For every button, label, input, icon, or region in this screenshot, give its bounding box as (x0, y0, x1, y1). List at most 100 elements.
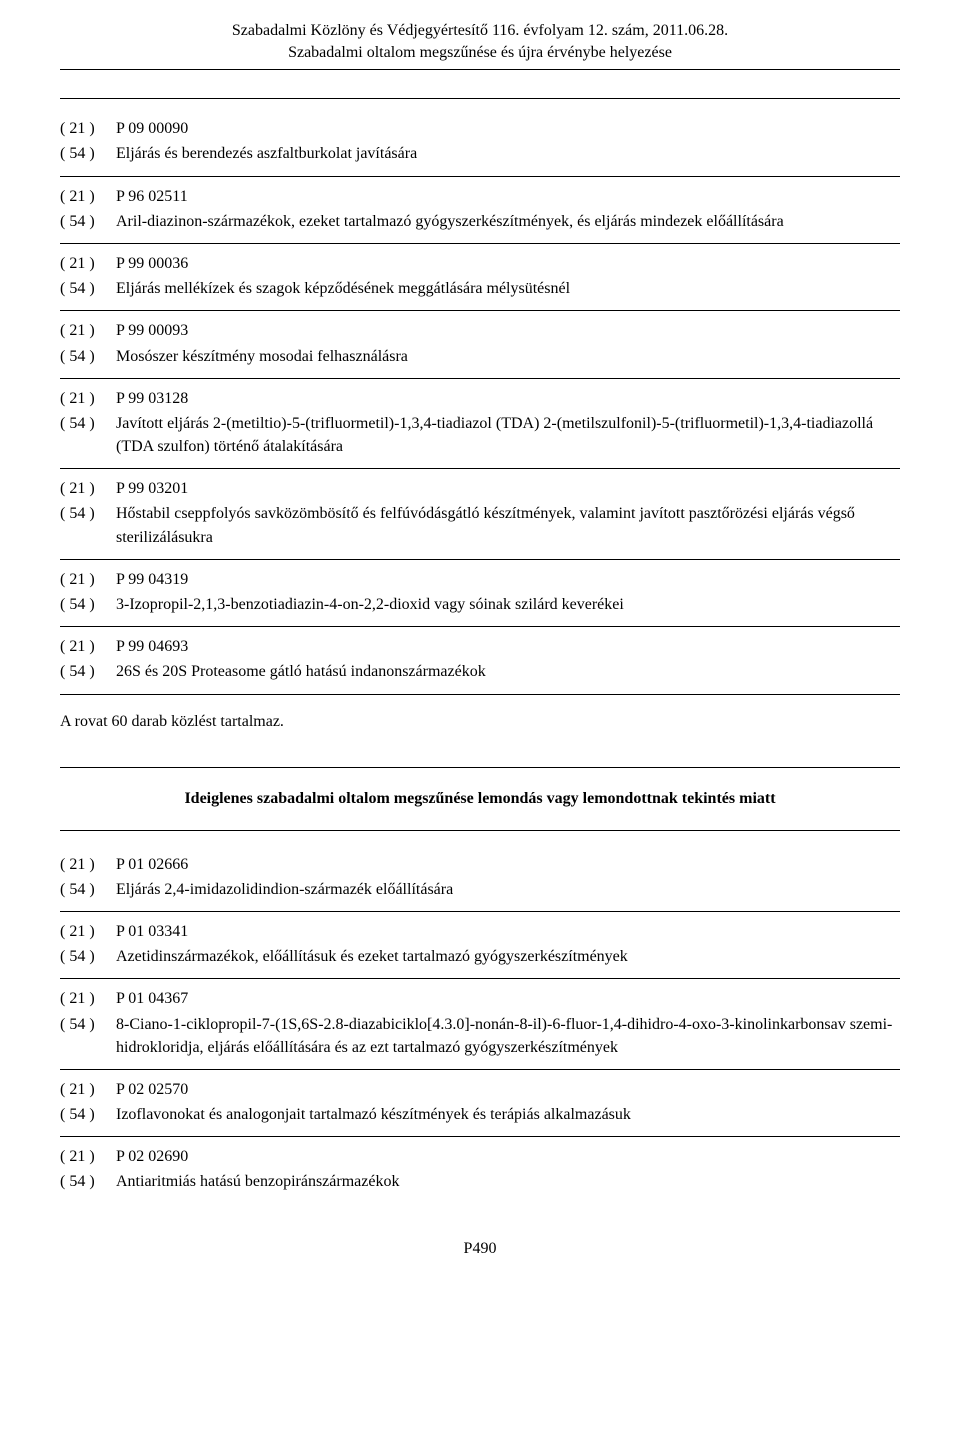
record-title-line: ( 54 )Izoflavonokat és analogonjait tart… (60, 1103, 900, 1126)
section-title: Ideiglenes szabadalmi oltalom megszűnése… (60, 768, 900, 830)
record-title: Hőstabil cseppfolyós savközömbösítő és f… (114, 502, 900, 548)
record-title-line: ( 54 )Aril-diazinon-származékok, ezeket … (60, 210, 900, 233)
field-code-21: ( 21 ) (60, 1145, 114, 1168)
field-code-21: ( 21 ) (60, 920, 114, 943)
header-rule (60, 69, 900, 70)
application-number: P 01 03341 (114, 920, 900, 943)
field-code-54: ( 54 ) (60, 345, 114, 368)
record-entry: ( 21 )P 01 04367( 54 )8-Ciano-1-ciklopro… (60, 979, 900, 1069)
record-title-line: ( 54 )Eljárás mellékízek és szagok képző… (60, 277, 900, 300)
record-number-line: ( 21 )P 99 00036 (60, 252, 900, 275)
application-number: P 02 02570 (114, 1078, 900, 1101)
record-number-line: ( 21 )P 01 02666 (60, 853, 900, 876)
field-code-54: ( 54 ) (60, 502, 114, 548)
field-code-54: ( 54 ) (60, 142, 114, 165)
record-title: Aril-diazinon-származékok, ezeket tartal… (114, 210, 900, 233)
record-title: Javított eljárás 2-(metiltio)-5-(trifluo… (114, 412, 900, 458)
record-title: Izoflavonokat és analogonjait tartalmazó… (114, 1103, 900, 1126)
field-code-21: ( 21 ) (60, 185, 114, 208)
record-entry: ( 21 )P 99 00093( 54 )Mosószer készítmén… (60, 311, 900, 377)
section-rule-bottom (60, 830, 900, 831)
field-code-21: ( 21 ) (60, 117, 114, 140)
field-code-54: ( 54 ) (60, 1170, 114, 1193)
record-title-line: ( 54 )Azetidinszármazékok, előállításuk … (60, 945, 900, 968)
block-top-rule (60, 98, 900, 99)
record-entry: ( 21 )P 99 03128( 54 )Javított eljárás 2… (60, 379, 900, 469)
record-number-line: ( 21 )P 99 03128 (60, 387, 900, 410)
field-code-54: ( 54 ) (60, 660, 114, 683)
application-number: P 99 04319 (114, 568, 900, 591)
field-code-21: ( 21 ) (60, 568, 114, 591)
field-code-21: ( 21 ) (60, 252, 114, 275)
record-title-line: ( 54 )Eljárás és berendezés aszfaltburko… (60, 142, 900, 165)
record-title: Mosószer készítmény mosodai felhasználás… (114, 345, 900, 368)
record-title-line: ( 54 )Javított eljárás 2-(metiltio)-5-(t… (60, 412, 900, 458)
page-number: P490 (60, 1240, 900, 1258)
block-end-rule (60, 694, 900, 695)
record-number-line: ( 21 )P 02 02690 (60, 1145, 900, 1168)
field-code-54: ( 54 ) (60, 412, 114, 458)
application-number: P 96 02511 (114, 185, 900, 208)
field-code-54: ( 54 ) (60, 1013, 114, 1059)
field-code-54: ( 54 ) (60, 593, 114, 616)
record-number-line: ( 21 )P 99 04319 (60, 568, 900, 591)
record-title: 26S és 20S Proteasome gátló hatású indan… (114, 660, 900, 683)
record-entry: ( 21 )P 99 00036( 54 )Eljárás mellékízek… (60, 244, 900, 310)
field-code-21: ( 21 ) (60, 853, 114, 876)
record-number-line: ( 21 )P 99 03201 (60, 477, 900, 500)
record-title: Azetidinszármazékok, előállításuk és eze… (114, 945, 900, 968)
application-number: P 01 04367 (114, 987, 900, 1010)
record-entry: ( 21 )P 01 03341( 54 )Azetidinszármazéko… (60, 912, 900, 978)
record-title-line: ( 54 )8-Ciano-1-ciklopropil-7-(1S,6S-2.8… (60, 1013, 900, 1059)
field-code-21: ( 21 ) (60, 477, 114, 500)
application-number: P 99 00093 (114, 319, 900, 342)
record-title: Eljárás és berendezés aszfaltburkolat ja… (114, 142, 900, 165)
record-title: Eljárás mellékízek és szagok képződéséne… (114, 277, 900, 300)
page-header: Szabadalmi Közlöny és Védjegyértesítő 11… (60, 20, 900, 63)
field-code-21: ( 21 ) (60, 319, 114, 342)
record-entry: ( 21 )P 99 04693( 54 )26S és 20S Proteas… (60, 627, 900, 693)
record-title-line: ( 54 )Hőstabil cseppfolyós savközömbösít… (60, 502, 900, 548)
record-entry: ( 21 )P 02 02570( 54 )Izoflavonokat és a… (60, 1070, 900, 1136)
field-code-54: ( 54 ) (60, 210, 114, 233)
record-title-line: ( 54 )Mosószer készítmény mosodai felhas… (60, 345, 900, 368)
application-number: P 09 00090 (114, 117, 900, 140)
record-title-line: ( 54 )Antiaritmiás hatású benzopiránszár… (60, 1170, 900, 1193)
application-number: P 99 03201 (114, 477, 900, 500)
application-number: P 99 04693 (114, 635, 900, 658)
field-code-21: ( 21 ) (60, 635, 114, 658)
application-number: P 01 02666 (114, 853, 900, 876)
record-title: 8-Ciano-1-ciklopropil-7-(1S,6S-2.8-diaza… (114, 1013, 900, 1059)
field-code-54: ( 54 ) (60, 1103, 114, 1126)
header-line-2: Szabadalmi oltalom megszűnése és újra ér… (60, 42, 900, 64)
record-number-line: ( 21 )P 02 02570 (60, 1078, 900, 1101)
document-page: Szabadalmi Közlöny és Védjegyértesítő 11… (0, 0, 960, 1288)
record-entry: ( 21 )P 02 02690( 54 )Antiaritmiás hatás… (60, 1137, 900, 1203)
field-code-21: ( 21 ) (60, 1078, 114, 1101)
record-title-line: ( 54 )Eljárás 2,4-imidazolidindion-szárm… (60, 878, 900, 901)
section-2: Ideiglenes szabadalmi oltalom megszűnése… (60, 767, 900, 831)
record-entry: ( 21 )P 99 04319( 54 )3-Izopropil-2,1,3-… (60, 560, 900, 626)
record-number-line: ( 21 )P 99 00093 (60, 319, 900, 342)
application-number: P 02 02690 (114, 1145, 900, 1168)
field-code-21: ( 21 ) (60, 987, 114, 1010)
record-title-line: ( 54 )3-Izopropil-2,1,3-benzotiadiazin-4… (60, 593, 900, 616)
record-number-line: ( 21 )P 99 04693 (60, 635, 900, 658)
record-number-line: ( 21 )P 96 02511 (60, 185, 900, 208)
record-entry: ( 21 )P 09 00090( 54 )Eljárás és berende… (60, 109, 900, 175)
header-line-1: Szabadalmi Közlöny és Védjegyértesítő 11… (60, 20, 900, 42)
field-code-21: ( 21 ) (60, 387, 114, 410)
record-title: 3-Izopropil-2,1,3-benzotiadiazin-4-on-2,… (114, 593, 900, 616)
summary-text: A rovat 60 darab közlést tartalmaz. (60, 713, 900, 731)
field-code-54: ( 54 ) (60, 878, 114, 901)
record-entry: ( 21 )P 01 02666( 54 )Eljárás 2,4-imidaz… (60, 845, 900, 911)
record-number-line: ( 21 )P 09 00090 (60, 117, 900, 140)
record-number-line: ( 21 )P 01 03341 (60, 920, 900, 943)
record-title-line: ( 54 )26S és 20S Proteasome gátló hatású… (60, 660, 900, 683)
record-number-line: ( 21 )P 01 04367 (60, 987, 900, 1010)
application-number: P 99 03128 (114, 387, 900, 410)
field-code-54: ( 54 ) (60, 945, 114, 968)
field-code-54: ( 54 ) (60, 277, 114, 300)
record-title: Eljárás 2,4-imidazolidindion-származék e… (114, 878, 900, 901)
record-entry: ( 21 )P 96 02511( 54 )Aril-diazinon-szár… (60, 177, 900, 243)
